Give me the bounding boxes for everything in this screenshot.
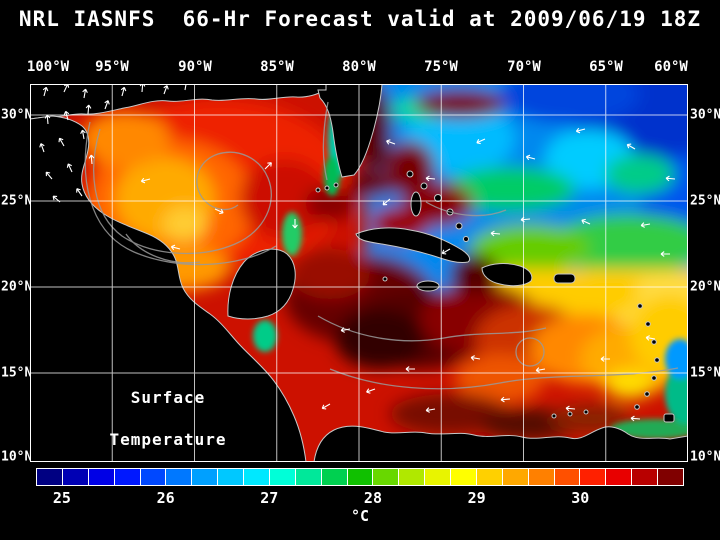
colorbar-segment — [425, 469, 450, 485]
contour-lines — [84, 101, 679, 390]
colorbar-segment — [528, 469, 554, 485]
wind-vectors — [39, 84, 676, 422]
x-tick-label: 60°W — [654, 59, 688, 75]
land-south-america — [313, 425, 688, 462]
colorbar-segment — [373, 469, 399, 485]
land-trinidad — [663, 413, 675, 423]
colorbar-segment — [347, 469, 373, 485]
colorbar-segment — [580, 469, 606, 485]
colorbar-segment — [269, 469, 295, 485]
land-florida — [317, 84, 383, 178]
colorbar-segment — [88, 469, 114, 485]
x-tick-label: 100°W — [26, 59, 70, 75]
colorbar-segment — [295, 469, 321, 485]
y-tick-label: 15°N — [1, 365, 33, 381]
colorbar-tick-label: 26 — [156, 489, 175, 507]
x-tick-label: 90°W — [178, 59, 212, 75]
colorbar — [36, 468, 684, 486]
x-tick-label: 70°W — [507, 59, 541, 75]
colorbar-segment — [62, 469, 88, 485]
land-yucatan — [227, 248, 296, 320]
colorbar-segment — [658, 469, 683, 485]
colorbar-segment — [451, 469, 476, 485]
x-tick-label: 75°W — [424, 59, 458, 75]
map-frame — [30, 84, 688, 462]
colorbar-segment — [114, 469, 140, 485]
x-tick-label: 95°W — [95, 59, 129, 75]
land-us-gulf-coast — [30, 84, 327, 120]
grid-lines — [30, 84, 688, 462]
y-tick-label: 10°N — [1, 449, 33, 465]
land-lesser-antilles — [551, 303, 660, 419]
y-tick-label: 30°N — [1, 107, 33, 123]
x-tick-label: 65°W — [589, 59, 623, 75]
colorbar-segment — [476, 469, 502, 485]
annotation-temperature: Temperature — [109, 430, 227, 449]
x-tick-label: 85°W — [260, 59, 294, 75]
y-tick-label: 30°N — [690, 107, 720, 123]
colorbar-tick-label: 30 — [571, 489, 590, 507]
colorbar-tick-label: 28 — [363, 489, 382, 507]
colorbar-tick-label: 29 — [467, 489, 486, 507]
y-tick-label: 15°N — [690, 365, 720, 381]
land-puerto-rico — [553, 273, 576, 284]
land-bahamas — [406, 170, 469, 242]
land-jamaica — [416, 280, 440, 292]
colorbar-segment — [321, 469, 347, 485]
colorbar-segment — [606, 469, 632, 485]
colorbar-tick-label: 27 — [260, 489, 279, 507]
land-cayman — [382, 276, 388, 282]
colorbar-ticks: 25 26 27 28 29 30 — [36, 489, 684, 507]
colorbar-segment — [140, 469, 166, 485]
colorbar-segment — [554, 469, 580, 485]
y-tick-label: 20°N — [690, 279, 720, 295]
y-tick-label: 20°N — [1, 279, 33, 295]
y-tick-label: 10°N — [690, 449, 720, 465]
x-tick-label: 80°W — [342, 59, 376, 75]
colorbar-segment — [166, 469, 192, 485]
y-tick-label: 25°N — [1, 193, 33, 209]
y-tick-label: 25°N — [690, 193, 720, 209]
annotation-surface: Surface — [130, 388, 206, 407]
colorbar-unit: °C — [350, 507, 370, 525]
land-mexico-central-america — [30, 115, 307, 462]
land-mask — [30, 84, 688, 462]
colorbar-segment — [632, 469, 657, 485]
colorbar-segment — [218, 469, 243, 485]
colorbar-segment — [502, 469, 528, 485]
colorbar-tick-label: 25 — [52, 489, 71, 507]
colorbar-segment — [399, 469, 425, 485]
colorbar-segment — [192, 469, 218, 485]
land-hispaniola — [481, 263, 533, 287]
figure-title: NRL IASNFS 66-Hr Forecast valid at 2009/… — [18, 7, 702, 31]
sst-map-svg — [30, 84, 688, 462]
colorbar-segment — [244, 469, 269, 485]
colorbar-segment — [37, 469, 62, 485]
map-area: Surface Temperature — [30, 84, 688, 462]
